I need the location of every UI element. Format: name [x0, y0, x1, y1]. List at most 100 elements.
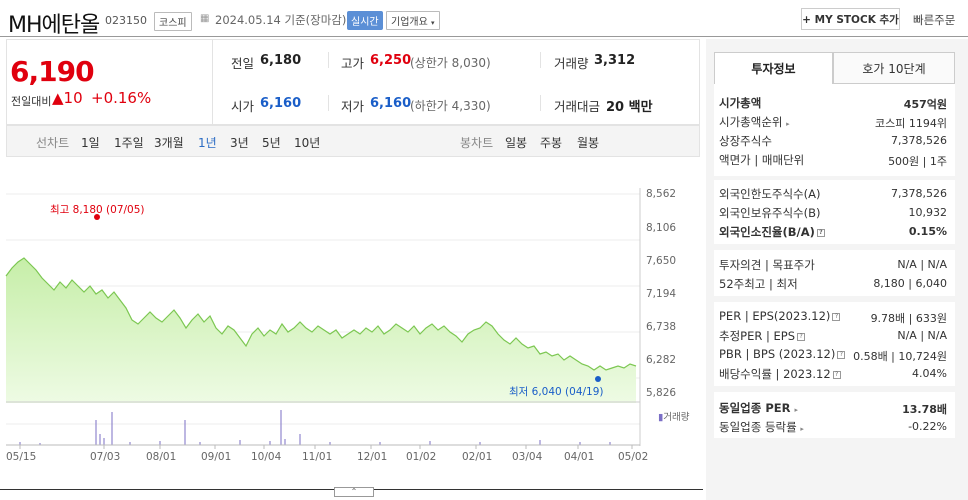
chevron-right-icon: ▸ [800, 425, 804, 433]
period-3m[interactable]: 3개월 [154, 136, 184, 150]
calendar-icon: ▦ [200, 13, 210, 24]
x-tick: 05/02 [618, 451, 649, 463]
x-tick: 07/03 [90, 451, 121, 463]
prev-label: 전일 [231, 56, 255, 71]
info-box-3 [714, 250, 955, 296]
company-info-button[interactable]: 기업개요 ▾ [386, 11, 440, 30]
foreign-limit-value: 7,378,526 [891, 187, 947, 200]
x-tick: 01/02 [406, 451, 437, 463]
dividend-value: 4.04% [912, 367, 947, 380]
x-tick: 03/04 [512, 451, 543, 463]
candle-monthly[interactable]: 월봉 [577, 136, 600, 150]
candle-weekly[interactable]: 주봉 [540, 136, 563, 150]
current-price: 6,190 [10, 55, 95, 88]
market-cap-label: 시가총액 [719, 96, 762, 110]
foreign-ratio-label: 외국인소진율(B/A)? [719, 224, 825, 240]
candle-daily[interactable]: 일봉 [505, 136, 528, 150]
par-value-value: 500원 | 1주 [888, 155, 947, 168]
help-icon[interactable]: ? [832, 370, 841, 379]
sector-per-label-text: 동일업종 PER [719, 401, 791, 415]
market-cap-rank-label[interactable]: 시가총액순위 ▸ [719, 114, 790, 130]
est-per-value: N/A | N/A [897, 329, 947, 342]
high-label: 고가 [341, 56, 365, 71]
period-3y[interactable]: 3년 [230, 136, 249, 150]
y-tick: 7,194 [646, 288, 677, 300]
pbr-value: 0.58배 | 10,724원 [853, 350, 947, 363]
foreign-hold-value: 10,932 [908, 206, 948, 219]
y-tick: 7,650 [646, 255, 677, 267]
week52-label: 52주최고 | 최저 [719, 277, 798, 291]
stock-code: 023150 [105, 14, 147, 27]
quick-order-link[interactable]: 빠른주문 [913, 13, 956, 27]
chevron-up-icon: ⌃ [350, 487, 358, 496]
chevron-right-icon: ▸ [786, 120, 790, 128]
sector-per-label[interactable]: 동일업종 PER ▸ [719, 400, 798, 416]
info-box-5 [714, 392, 955, 438]
est-per-label: 추정PER | EPS? [719, 328, 806, 344]
line-chart-label: 선차트 [36, 136, 70, 150]
market-badge: 코스피 [154, 12, 192, 31]
low-value: 6,160 [370, 96, 412, 111]
sector-per-value: 13.78배 [902, 403, 947, 416]
help-icon[interactable]: ? [832, 312, 841, 321]
separator [540, 95, 541, 111]
y-tick: 8,562 [646, 188, 677, 200]
info-box-4 [714, 302, 955, 386]
listed-shares-label: 상장주식수 [719, 134, 772, 148]
y-tick: 5,826 [646, 387, 677, 399]
candle-chart-label: 봉차트 [460, 136, 494, 150]
x-tick: 02/01 [462, 451, 493, 463]
info-box-2 [714, 180, 955, 244]
period-10y[interactable]: 10년 [294, 136, 321, 150]
tab-invest-info[interactable]: 투자정보 [714, 52, 833, 84]
realtime-badge[interactable]: 실시간 [347, 11, 383, 30]
period-5y[interactable]: 5년 [262, 136, 281, 150]
max-marker [94, 214, 100, 220]
separator [328, 52, 329, 68]
mystock-add-button[interactable]: + MY STOCK 추가 [801, 8, 900, 30]
help-icon[interactable]: ? [816, 228, 825, 237]
per-value: 9.78배 | 633원 [870, 312, 947, 325]
y-tick: 8,106 [646, 222, 677, 234]
week52-value: 8,180 | 6,040 [873, 277, 947, 290]
sector-rate-label-text: 동일업종 등락률 [719, 420, 797, 434]
min-label: 최저 6,040 (04/19) [509, 386, 604, 398]
chevron-right-icon: ▸ [794, 406, 798, 414]
market-cap-rank-value: 코스피 1194위 [875, 117, 947, 130]
market-cap-value: 457억원 [903, 98, 947, 111]
foreign-limit-label: 외국인한도주식수(A) [719, 187, 821, 201]
open-label: 시가 [231, 99, 255, 114]
y-tick: 6,282 [646, 354, 677, 366]
amount-value: 20 백만 [606, 100, 653, 115]
sector-rate-label[interactable]: 동일업종 등락률 ▸ [719, 419, 804, 435]
pbr-label: PBR | BPS (2023.12)? [719, 347, 846, 361]
period-1w[interactable]: 1주일 [114, 136, 144, 150]
pbr-label-text: PBR | BPS (2023.12) [719, 347, 836, 361]
max-label: 최고 8,180 (07/05) [50, 204, 145, 216]
market-cap-rank-label-text: 시가총액순위 [719, 115, 783, 129]
up-triangle-icon: ▲ [52, 89, 64, 107]
foreign-hold-label: 외국인보유주식수(B) [719, 206, 821, 220]
change-label: 전일대비 [11, 95, 52, 108]
foreign-ratio-value: 0.15% [908, 225, 947, 238]
opinion-value: N/A | N/A [897, 258, 947, 271]
help-icon[interactable]: ? [797, 332, 806, 341]
company-info-label: 기업개요 [391, 17, 428, 28]
base-date: 2024.05.14 기준(장마감) [215, 13, 347, 27]
price-chart[interactable] [0, 158, 703, 488]
separator [328, 95, 329, 111]
y-tick: 6,738 [646, 321, 677, 333]
expand-toggle-button[interactable]: ⌃ [334, 487, 374, 497]
open-value: 6,160 [260, 96, 302, 111]
header-divider [0, 36, 968, 37]
period-1d[interactable]: 1일 [81, 136, 100, 150]
help-icon[interactable]: ? [837, 350, 846, 359]
amount-label: 거래대금 [554, 99, 601, 114]
x-tick: 10/04 [251, 451, 282, 463]
x-tick: 12/01 [357, 451, 388, 463]
period-1y[interactable]: 1년 [198, 136, 217, 150]
chart-period-bar [6, 125, 700, 157]
min-marker [595, 376, 601, 382]
tab-orderbook[interactable]: 호가 10단계 [833, 52, 955, 84]
change-percent: +0.16% [91, 89, 152, 107]
